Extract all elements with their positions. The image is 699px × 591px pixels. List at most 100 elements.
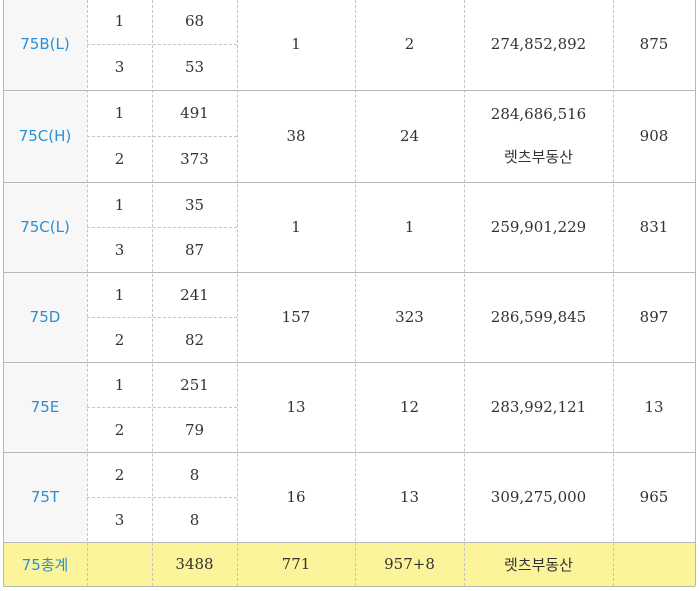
grid-line-horizontal: [87, 136, 237, 137]
total-e: 렛츠부동산: [503, 555, 573, 574]
total-label: 75총계: [21, 555, 69, 574]
grid-line-horizontal: [87, 227, 237, 228]
sub-b-cell: 373: [152, 136, 237, 182]
sub-b-value: 241: [180, 285, 209, 304]
sub-a-value: 1: [114, 195, 125, 214]
total-c: 771: [281, 555, 311, 573]
price-value: 309,275,000: [490, 488, 587, 506]
price-cell: 274,852,892: [464, 0, 613, 90]
sub-b-value: 79: [184, 420, 205, 439]
value-d: 12: [399, 398, 420, 416]
sub-b-value: 373: [180, 150, 209, 168]
sub-a-value: 2: [114, 420, 125, 439]
grid-line-vertical: [237, 0, 238, 586]
sub-a-cell: 1: [87, 90, 152, 136]
total-label-cell: 75총계: [3, 542, 87, 586]
sub-b-cell: 79: [152, 407, 237, 452]
sub-a-value: 1: [114, 12, 125, 30]
value-f-cell: 908: [613, 90, 695, 182]
price-value: 284,686,516: [490, 105, 587, 123]
value-c: 16: [286, 488, 306, 506]
value-c-cell: 1: [237, 182, 355, 272]
value-c: 1: [291, 218, 301, 236]
sub-b-value: 53: [184, 58, 205, 76]
total-d-cell: 957+8: [355, 542, 464, 586]
sub-a-cell: 1: [87, 182, 152, 227]
unit-type-label: 75T: [30, 488, 60, 506]
grid-line-vertical: [695, 0, 696, 586]
grid-line-horizontal: [3, 182, 695, 183]
sub-a-value: 2: [114, 150, 125, 168]
unit-type-cell: 75C(H): [3, 90, 87, 182]
sub-b-value: 87: [184, 240, 205, 259]
value-c: 38: [286, 127, 306, 145]
value-f-cell: 897: [613, 272, 695, 362]
sub-b-cell: 35: [152, 182, 237, 227]
sub-b-cell: 491: [152, 90, 237, 136]
total-b-cell: 3488: [152, 542, 237, 586]
sub-b-cell: 251: [152, 362, 237, 407]
unit-type-cell: 75T: [3, 452, 87, 542]
value-d-cell: 24: [355, 90, 464, 182]
value-c: 1: [291, 35, 301, 53]
value-d-cell: 12: [355, 362, 464, 452]
grid-line-horizontal: [3, 90, 695, 91]
unit-type-cell: 75D: [3, 272, 87, 362]
value-c-cell: 16: [237, 452, 355, 542]
sub-a-cell: 1: [87, 362, 152, 407]
sub-b-value: 68: [184, 12, 205, 30]
sub-a-cell: 3: [87, 497, 152, 542]
sub-a-value: 3: [114, 240, 125, 259]
unit-type-cell: 75B(L): [3, 0, 87, 90]
grid-line-vertical: [613, 0, 614, 586]
unit-type-label: 75C(H): [18, 127, 72, 145]
unit-type-label: 75E: [30, 398, 60, 416]
sub-a-cell: 1: [87, 272, 152, 317]
value-f: 13: [644, 398, 664, 416]
unit-type-label: 75C(L): [20, 218, 70, 236]
sub-b-cell: 53: [152, 44, 237, 90]
sub-a-cell: 3: [87, 227, 152, 272]
grid-line-horizontal: [3, 542, 695, 543]
grid-line-horizontal: [3, 452, 695, 453]
value-d: 1: [404, 218, 415, 236]
value-d: 24: [399, 127, 420, 145]
sub-a-cell: 1: [87, 0, 152, 44]
sub-a-value: 3: [114, 510, 125, 529]
grid-line-vertical: [3, 0, 4, 586]
sub-a-value: 3: [114, 58, 125, 76]
grid-line-horizontal: [87, 497, 237, 498]
sub-a-value: 1: [114, 104, 125, 122]
sub-b-cell: 8: [152, 497, 237, 542]
value-c: 13: [286, 398, 306, 416]
value-f-cell: 965: [613, 452, 695, 542]
sub-a-value: 1: [114, 285, 125, 304]
price-cell: 309,275,000: [464, 452, 613, 542]
total-a-cell: [87, 542, 152, 586]
grid-line-vertical: [464, 0, 465, 586]
grid-line-horizontal: [87, 44, 237, 45]
grid-line-horizontal: [87, 317, 237, 318]
value-d-cell: 1: [355, 182, 464, 272]
grid-line-horizontal: [3, 272, 695, 273]
sub-b-cell: 68: [152, 0, 237, 44]
price-value: 283,992,121: [490, 398, 587, 416]
watermark-text: 렛츠부동산: [503, 148, 573, 166]
sub-b-cell: 87: [152, 227, 237, 272]
price-cell: 284,686,516 렛츠부동산: [464, 90, 613, 182]
value-c-cell: 157: [237, 272, 355, 362]
sub-b-value: 35: [184, 195, 205, 214]
price-value: 286,599,845: [490, 308, 587, 326]
grid-line-horizontal: [3, 362, 695, 363]
grid-line-vertical: [152, 0, 153, 586]
value-f: 875: [639, 35, 669, 53]
value-c: 157: [281, 308, 311, 326]
total-f-cell: [613, 542, 695, 586]
sub-a-cell: 3: [87, 44, 152, 90]
value-c-cell: 38: [237, 90, 355, 182]
sub-b-value: 82: [184, 330, 205, 349]
sub-a-cell: 2: [87, 407, 152, 452]
unit-type-label: 75D: [29, 308, 61, 326]
grid-line-vertical: [355, 0, 356, 586]
